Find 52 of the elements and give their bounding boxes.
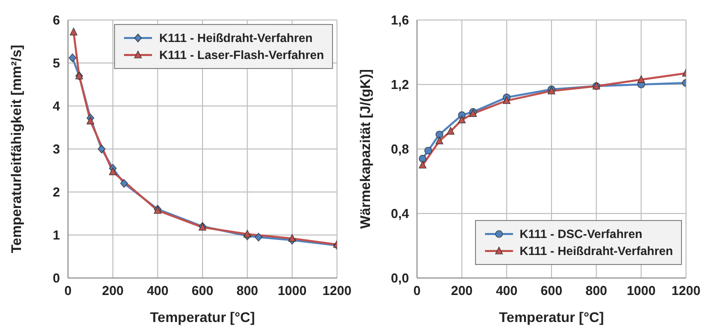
x-axis-title: Temperatur [°C] <box>150 309 255 325</box>
legend-label: K111 - DSC-Verfahren <box>520 227 642 241</box>
y-tick-label: 4 <box>52 98 61 114</box>
x-tick-label: 1000 <box>278 283 307 298</box>
x-tick-label: 600 <box>540 283 562 298</box>
point <box>502 96 510 104</box>
x-tick-label: 600 <box>192 283 214 298</box>
y-tick-label: 1,2 <box>390 77 409 92</box>
x-tick-label: 800 <box>585 283 608 298</box>
point <box>86 116 94 124</box>
y-tick-label: 0 <box>52 270 60 286</box>
y-tick-label: 1,6 <box>390 12 409 28</box>
y-tick-label: 0,0 <box>390 270 409 286</box>
point <box>254 232 262 242</box>
y-axis-title: Wärmekapazität [J/(gK)] <box>356 69 373 229</box>
point <box>98 144 106 154</box>
x-tick-label: 0 <box>64 283 72 298</box>
point <box>458 116 466 124</box>
point <box>70 28 78 36</box>
y-tick-label: 2 <box>52 184 60 200</box>
point <box>424 146 432 154</box>
y-tick-label: 1 <box>52 228 60 243</box>
legend-label: K111 - Heißdraht-Verfahren <box>159 31 313 45</box>
point <box>244 230 252 238</box>
x-tick-label: 200 <box>450 283 473 298</box>
x-tick-label: 400 <box>496 283 518 298</box>
point <box>418 154 426 162</box>
point <box>288 234 296 242</box>
point <box>68 54 76 62</box>
x-tick-label: 1000 <box>626 283 656 298</box>
point <box>637 75 645 83</box>
x-tick-label: 400 <box>146 283 169 298</box>
point <box>120 179 128 188</box>
legend-label: K111 - Heißdraht-Verfahren <box>520 244 673 258</box>
y-tick-label: 0,8 <box>390 142 409 157</box>
x-axis-title: Temperatur [°C] <box>499 309 604 325</box>
y-tick-label: 3 <box>52 142 60 157</box>
point <box>436 130 444 138</box>
y-tick-label: 0,4 <box>390 206 410 222</box>
x-tick-label: 1200 <box>322 283 352 298</box>
x-tick-label: 800 <box>236 283 258 298</box>
point <box>109 167 117 176</box>
point <box>446 126 454 135</box>
point <box>436 136 444 144</box>
y-axis-title: Temperaturleitfähigkeit [mm²/s] <box>8 44 24 254</box>
x-tick-label: 200 <box>102 283 124 298</box>
legend-label: K111 - Laser-Flash-Verfahren <box>159 48 324 62</box>
y-tick-label: 6 <box>52 12 60 28</box>
x-tick-label: 1200 <box>672 283 700 298</box>
point <box>418 160 426 168</box>
x-tick-label: 0 <box>413 283 421 298</box>
y-tick-label: 5 <box>52 56 60 71</box>
